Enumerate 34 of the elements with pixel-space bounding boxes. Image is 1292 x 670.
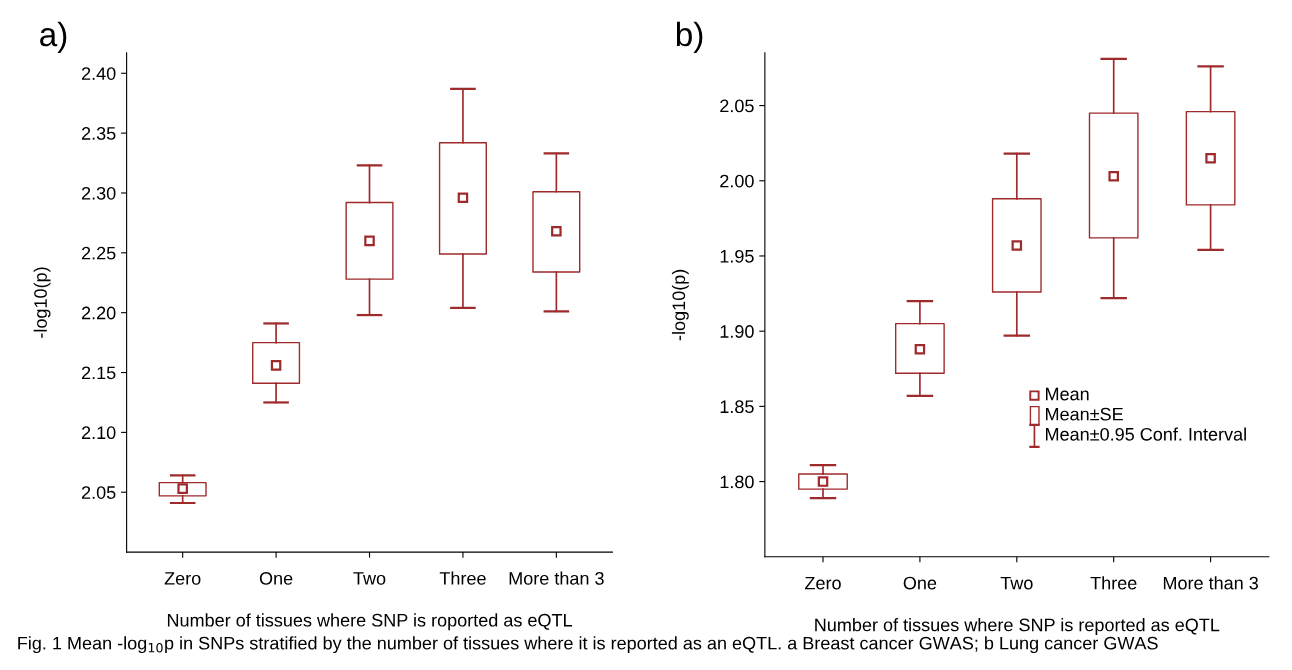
chart-title: a): [40, 21, 67, 53]
y-tick-label: 2.05: [81, 486, 116, 499]
y-tick-label: 2.00: [720, 174, 754, 188]
y-tick-label: 2.20: [81, 306, 116, 320]
caption: Fig. 1 Mean -log$_{10}$p in SNPs stratified by the number of tissues where it is reported as an eQTL. a Breast cancer GWAS; b Lung cancer GWAS: [18, 636, 1158, 654]
y-tick-label: 1.90: [720, 325, 754, 338]
x-axis-title: Number of tissues where SNP is reported as eQTL: [815, 618, 1220, 635]
y-axis-title: -log10(p): [671, 269, 689, 341]
x-tick-label: Zero: [164, 572, 201, 585]
x-tick-label: Two: [1000, 576, 1033, 590]
x-tick-label: Zero: [805, 576, 841, 590]
y-tick-label: 2.35: [81, 127, 116, 140]
x-tick-label: Two: [353, 572, 386, 585]
annotation: Mean±0.95 Conf. Interval: [1046, 427, 1246, 441]
annotation: Mean±SE: [1046, 407, 1123, 421]
x-tick-label: More than 3: [1163, 576, 1258, 590]
y-tick-label: 2.10: [81, 426, 116, 440]
x-tick-label: More than 3: [509, 571, 604, 585]
x-tick-label: One: [903, 576, 937, 590]
y-axis-title: -log10(p): [33, 267, 51, 338]
x-tick-label: Three: [1090, 576, 1137, 590]
y-tick-label: 1.80: [720, 475, 754, 489]
y-tick-label: 1.85: [720, 400, 754, 414]
y-tick-label: 1.95: [720, 249, 754, 263]
y-tick-label: 2.30: [81, 186, 116, 200]
annotation: Mean: [1046, 387, 1089, 401]
x-tick-label: Three: [439, 571, 486, 585]
chart-title: b): [676, 21, 703, 53]
y-tick-label: 2.40: [81, 67, 116, 80]
y-tick-label: 2.25: [81, 246, 116, 260]
y-tick-label: 2.15: [81, 366, 116, 380]
x-axis-title: Number of tissues where SNP is roported as eQTL: [167, 613, 572, 631]
x-tick-label: One: [259, 572, 293, 585]
y-tick-label: 2.05: [720, 99, 754, 113]
